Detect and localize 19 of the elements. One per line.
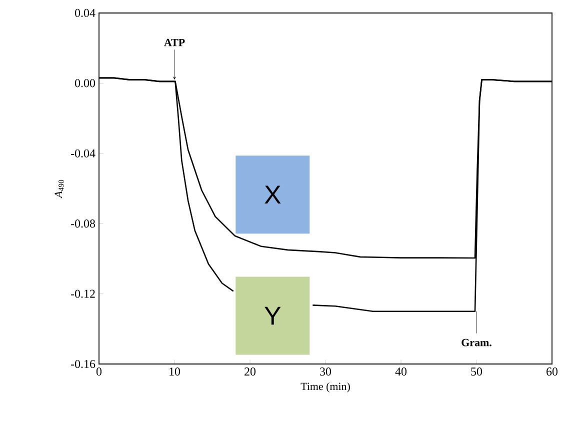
annotation: Gram.: [462, 338, 492, 346]
x-tick-label: 30: [320, 368, 332, 376]
y-tick-label: 0.00: [75, 79, 96, 88]
x-axis-title: Time (min): [300, 382, 350, 392]
x-tick-label: 0: [96, 368, 102, 376]
y-tick-label: -0.12: [71, 290, 95, 298]
y-axis-title: A$_{490}$: [54, 180, 64, 198]
annotation: ATP: [164, 38, 185, 46]
y-tick-label: -0.04: [71, 149, 96, 158]
y-tick-label: -0.16: [71, 360, 96, 368]
y-tick-label: 0.04: [75, 8, 96, 18]
x-tick-label: 40: [395, 368, 407, 376]
y-tick-label: -0.08: [71, 220, 96, 228]
series-label: X: [264, 186, 281, 204]
series-label: Y: [264, 306, 281, 325]
x-tick-label: 60: [546, 368, 558, 376]
x-tick-label: 50: [471, 368, 482, 376]
x-tick-label: 10: [170, 368, 180, 376]
x-tick-label: 20: [244, 368, 256, 376]
